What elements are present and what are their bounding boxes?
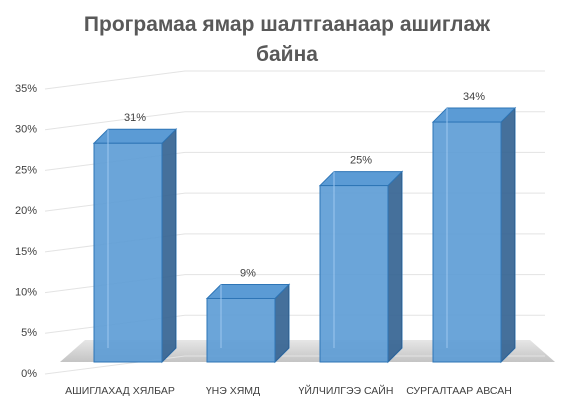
y-tick-label: 30%	[15, 124, 37, 136]
y-tick-label: 5%	[21, 327, 37, 339]
bar-front	[206, 297, 276, 363]
x-tick-label: ҮЙЛЧИЛГЭЭ САЙН	[299, 384, 394, 397]
grid-line	[44, 274, 545, 294]
chart-title: Програмаа ямар шалтгаанаар ашиглаж байна	[83, 13, 491, 66]
bar-top	[92, 128, 178, 144]
bar	[431, 106, 517, 364]
bar	[318, 170, 404, 364]
bar-side-shade	[388, 171, 402, 362]
y-tick-label: 25%	[15, 164, 37, 176]
y-tick-label: 10%	[15, 286, 37, 298]
bar	[205, 283, 291, 364]
bar-side-shade	[162, 129, 176, 362]
x-tick-label: СУРГАЛТААР АВСАН	[406, 385, 512, 397]
bar-front	[432, 121, 502, 363]
bar-front	[93, 142, 163, 363]
grid-line	[44, 70, 545, 90]
grid-line	[44, 192, 545, 212]
x-tick-label: ҮНЭ ХЯМД	[206, 385, 260, 397]
grid-line	[44, 111, 545, 131]
bar-top	[431, 107, 517, 123]
grid-line	[44, 314, 545, 334]
y-tick-label: 15%	[15, 246, 37, 258]
grid-line	[44, 151, 545, 171]
y-tick-label: 0%	[21, 368, 37, 380]
bar-top	[205, 283, 291, 299]
bar-side-shade	[501, 108, 515, 362]
bar-top	[318, 171, 404, 187]
data-label: 34%	[463, 91, 485, 103]
bar-side-shade	[275, 284, 289, 362]
data-label: 9%	[240, 267, 256, 279]
grid-line	[44, 355, 545, 375]
bar-front	[319, 185, 389, 363]
data-label: 25%	[350, 154, 372, 166]
x-tick-label: АШИГЛАХАД ХЯЛБАР	[65, 385, 175, 397]
y-tick-label: 35%	[15, 83, 37, 95]
data-label: 31%	[124, 112, 146, 124]
bar	[92, 128, 178, 364]
grid-line	[44, 233, 545, 253]
y-tick-label: 20%	[15, 205, 37, 217]
